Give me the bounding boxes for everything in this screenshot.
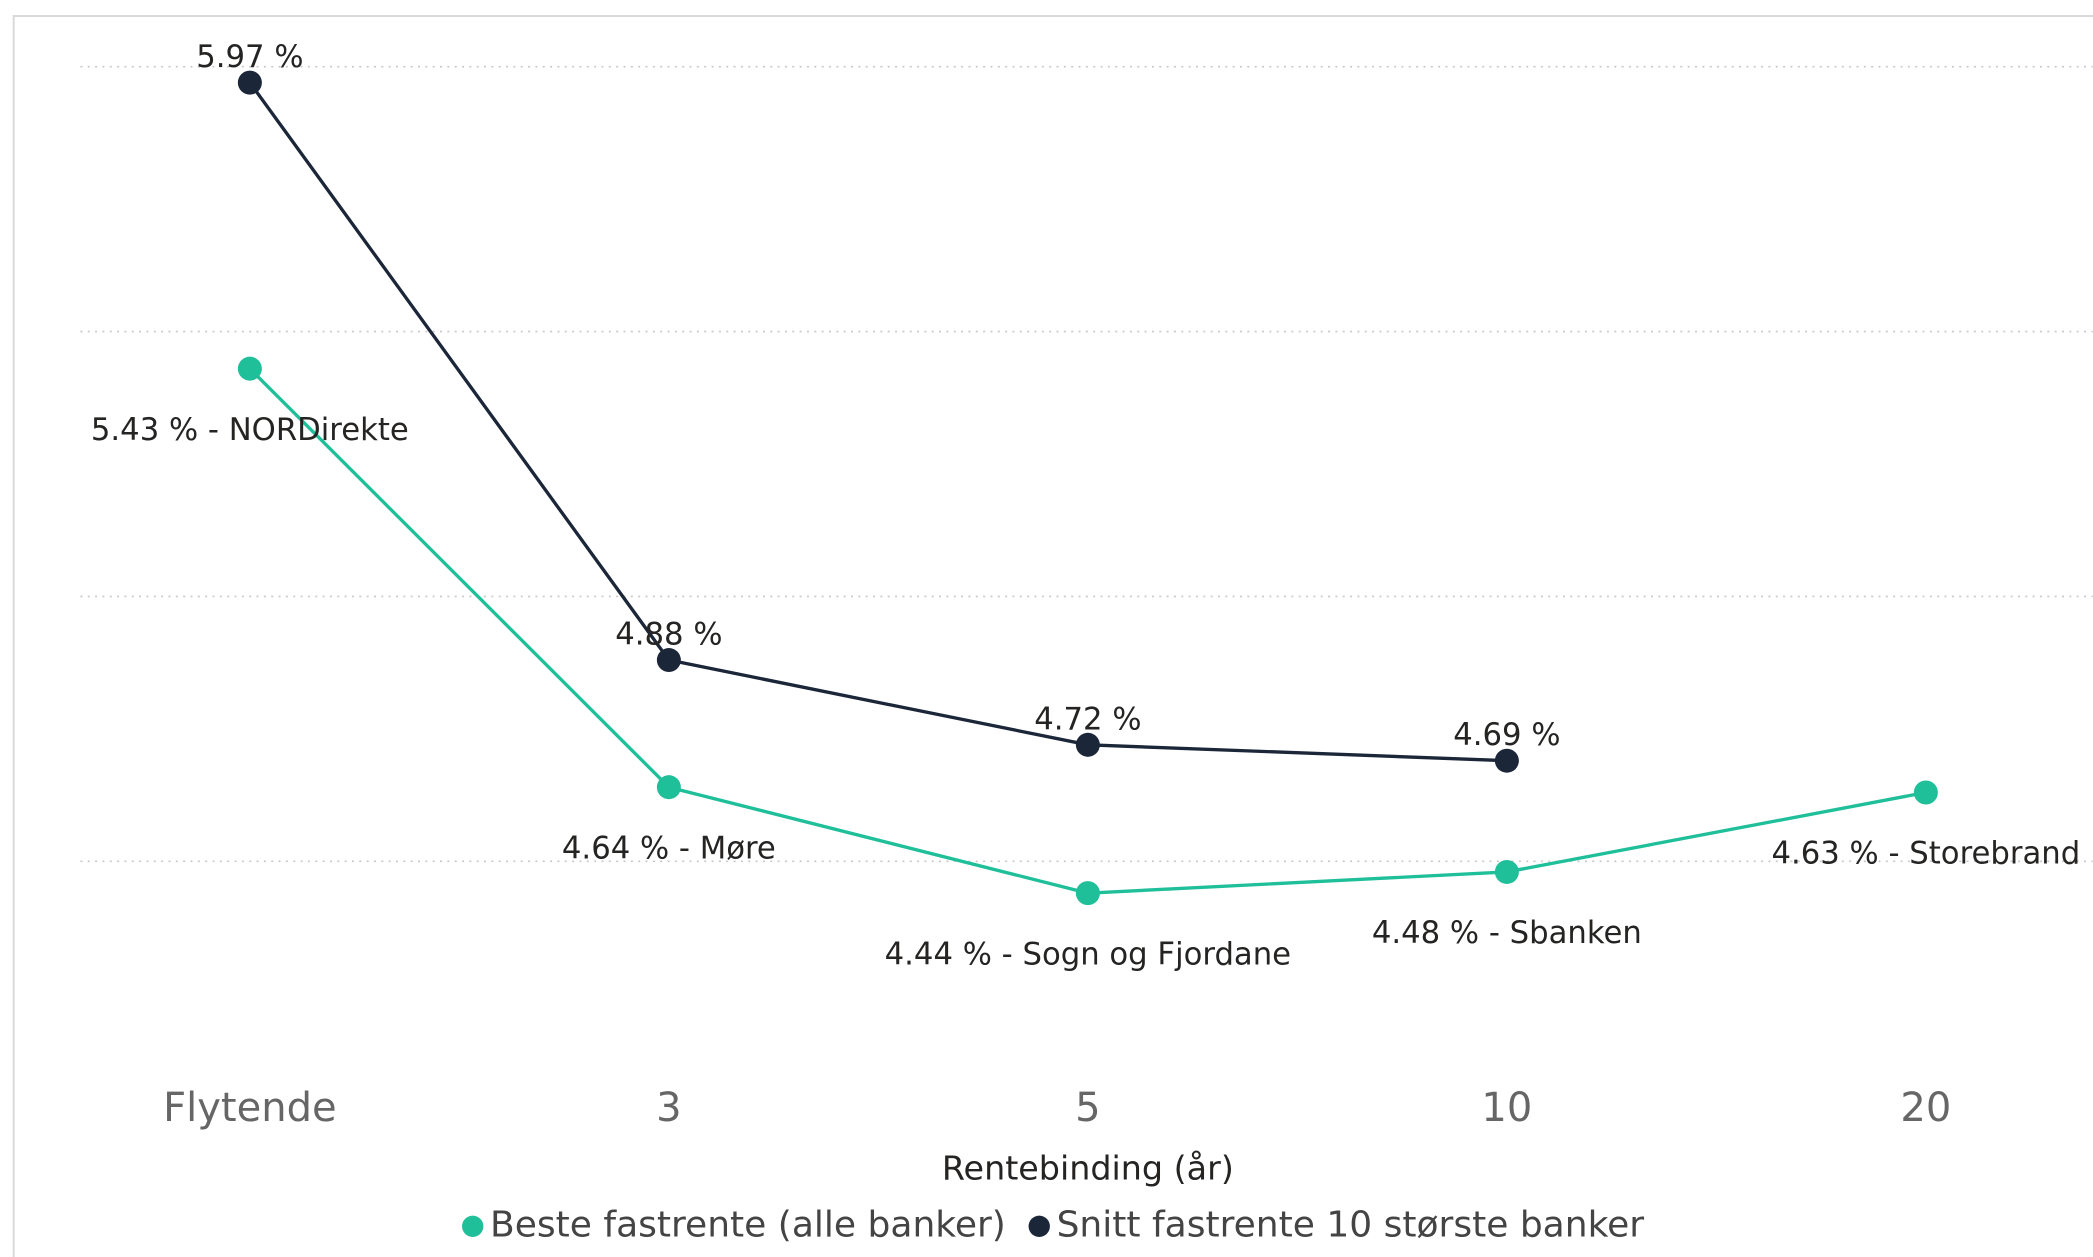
data-point — [656, 648, 681, 673]
x-tick-label: 10 — [1481, 1085, 1532, 1131]
data-point — [1494, 748, 1519, 773]
x-tick-label: 5 — [1075, 1085, 1100, 1131]
data-label: 4.63 % - Storebrand — [1771, 837, 2080, 872]
data-label: 4.48 % - Sbanken — [1372, 916, 1642, 951]
legend-label: Snitt fastrente 10 største banker — [1057, 1204, 1645, 1245]
data-point — [656, 775, 681, 800]
data-label: 4.72 % — [1034, 702, 1141, 737]
x-tick-label: 20 — [1900, 1085, 1951, 1131]
series-line — [248, 81, 1507, 763]
data-label: 4.69 % — [1453, 718, 1560, 753]
data-label: 5.43 % - NORDirekte — [91, 413, 409, 448]
data-label: 4.64 % - Møre — [562, 831, 776, 866]
data-point — [237, 356, 262, 381]
data-label: 4.44 % - Sogn og Fjordane — [885, 937, 1291, 972]
data-point — [237, 70, 262, 95]
legend-marker — [1028, 1215, 1050, 1237]
x-tick-label: 3 — [656, 1085, 681, 1131]
data-point — [1075, 881, 1100, 906]
x-tick-label: Flytende — [163, 1085, 337, 1131]
data-point — [1913, 780, 1938, 805]
legend-label: Beste fastrente (alle banker) — [490, 1204, 1006, 1245]
data-label: 5.97 % — [196, 40, 303, 75]
data-label: 4.88 % — [615, 618, 722, 653]
frame — [12, 15, 2093, 1257]
series-line — [248, 367, 1927, 895]
x-axis-title: Rentebinding (år) — [942, 1149, 1234, 1188]
data-point — [1494, 859, 1519, 884]
data-point — [1075, 732, 1100, 757]
legend-marker — [462, 1215, 484, 1237]
